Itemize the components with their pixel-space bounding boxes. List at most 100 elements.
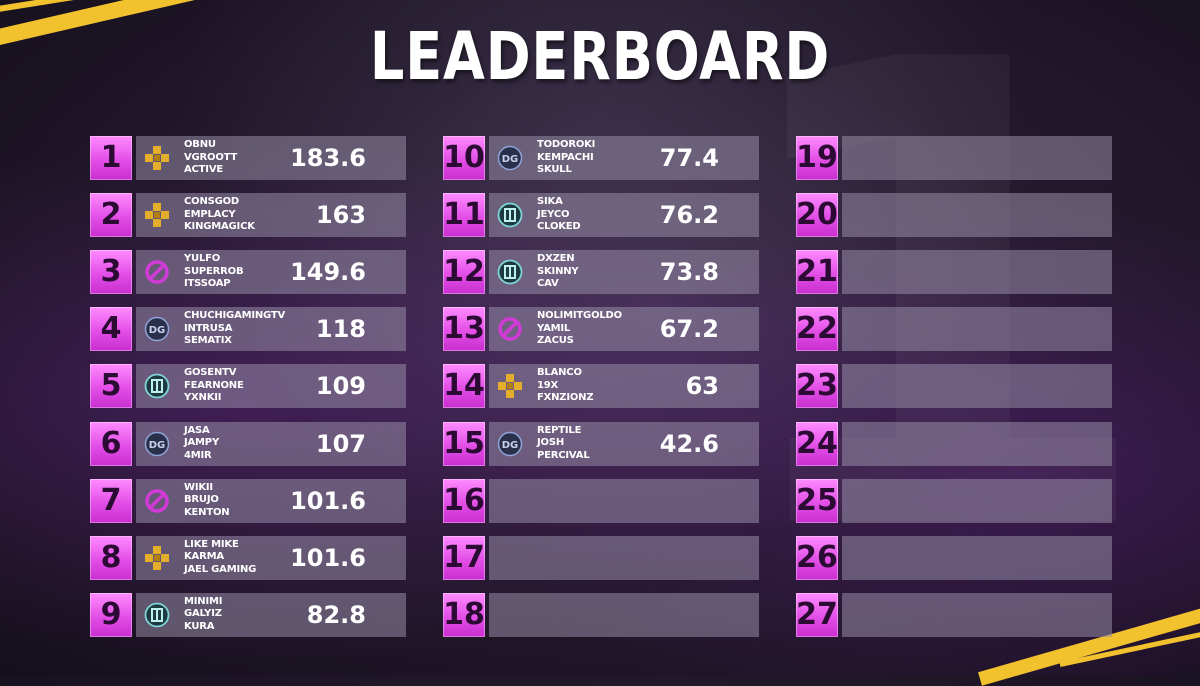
rank-number: 18 <box>443 592 485 637</box>
purple-ring-logo-icon <box>497 316 523 342</box>
team-bar <box>842 307 1112 352</box>
leaderboard-row: 8 LIKE MIKE KARMA JAEL GAMING 101.6 <box>90 535 406 580</box>
team-score: 101.6 <box>290 486 366 515</box>
team-bar <box>842 136 1112 180</box>
player-name: NOLIMITGOLDO <box>537 310 622 322</box>
leaderboard-row: 18 <box>443 592 759 637</box>
player-name: EMPLACY <box>184 208 236 220</box>
purple-ring-logo-icon <box>144 488 170 514</box>
team-bar <box>842 193 1112 238</box>
player-name: MINIMI <box>184 595 223 607</box>
team-score: 73.8 <box>659 258 719 287</box>
player-name: GALYIZ <box>184 608 222 620</box>
team-score: 107 <box>315 429 366 458</box>
player-name: TODOROKI <box>537 139 596 150</box>
player-name: JAMPY <box>184 437 219 448</box>
team-score: 76.2 <box>659 201 719 230</box>
rank-number: 2 <box>90 193 132 238</box>
team-bar: SIKA JEYCO CLOKED 76.2 <box>489 193 759 238</box>
rank-number: 3 <box>90 250 132 295</box>
team-players: BLANCO 19X FXNZIONZ <box>537 367 594 405</box>
teal-emblem-logo-icon <box>144 373 170 399</box>
team-bar: MINIMI GALYIZ KURA 82.8 <box>136 592 406 637</box>
team-score: 149.6 <box>290 258 366 287</box>
player-name: KENTON <box>184 506 230 518</box>
leaderboard-row: 24 <box>796 421 1112 466</box>
leaderboard-row: 12 DXZEN SKINNY CAV 73.8 <box>443 250 759 295</box>
player-name: ITSSOAP <box>184 278 231 290</box>
team-players: GOSENTV FEARNONE YXNKII <box>184 367 244 405</box>
player-name: CONSGOD <box>184 196 240 208</box>
rank-number: 1 <box>90 136 132 180</box>
team-players: CONSGOD EMPLACY KINGMAGICK <box>184 196 255 234</box>
rank-number: 20 <box>796 193 838 238</box>
svg-text:DG: DG <box>149 440 166 451</box>
team-bar: DG CHUCHIGAMINGTV INTRUSA SEMATIX 118 <box>136 307 406 352</box>
rank-number: 8 <box>90 535 132 580</box>
team-bar <box>842 250 1112 295</box>
gold-cross-logo-icon <box>144 202 170 228</box>
team-players: DXZEN SKINNY CAV <box>537 253 579 291</box>
leaderboard-row: 17 <box>443 535 759 580</box>
player-name: PERCIVAL <box>537 449 590 461</box>
gold-cross-logo-icon <box>144 545 170 571</box>
team-score: 118 <box>315 315 366 344</box>
team-players: OBNU VGROOTT ACTIVE <box>184 139 237 177</box>
teal-emblem-logo-icon <box>144 602 170 628</box>
rank-number: 11 <box>443 193 485 238</box>
player-name: KINGMAGICK <box>184 221 255 233</box>
team-bar: DG REPTILE JOSH PERCIVAL 42.6 <box>489 421 759 466</box>
team-players: TODOROKI KEMPACHI SKULL <box>537 139 595 177</box>
rank-number: 16 <box>443 478 485 523</box>
rank-number: 12 <box>443 250 485 295</box>
team-bar: BLANCO 19X FXNZIONZ 63 <box>489 364 759 409</box>
leaderboard-row: 22 <box>796 307 1112 352</box>
leaderboard-row: 23 <box>796 364 1112 409</box>
player-name: ACTIVE <box>184 164 223 175</box>
player-name: CLOKED <box>537 221 581 233</box>
team-bar <box>489 478 759 523</box>
team-players: CHUCHIGAMINGTV INTRUSA SEMATIX <box>184 310 285 348</box>
rank-number: 13 <box>443 307 485 352</box>
team-bar: YULFO SUPERROB ITSSOAP 149.6 <box>136 250 406 295</box>
gold-cross-logo-icon <box>144 145 170 171</box>
rank-number: 7 <box>90 478 132 523</box>
team-bar <box>842 592 1112 637</box>
team-bar: OBNU VGROOTT ACTIVE 183.6 <box>136 136 406 180</box>
player-name: SKINNY <box>537 265 579 277</box>
player-name: SIKA <box>537 196 563 208</box>
rank-number: 27 <box>796 592 838 637</box>
rank-number: 26 <box>796 535 838 580</box>
player-name: 4MIR <box>184 449 212 461</box>
teal-emblem-logo-icon <box>497 259 523 285</box>
team-bar: DG TODOROKI KEMPACHI SKULL 77.4 <box>489 136 759 180</box>
leaderboard-row: 4 DG CHUCHIGAMINGTV INTRUSA SEMATIX 118 <box>90 307 406 352</box>
team-score: 109 <box>315 372 366 401</box>
rank-number: 9 <box>90 592 132 637</box>
leaderboard-row: 14 BLANCO 19X FXNZIONZ 63 <box>443 364 759 409</box>
rank-number: 21 <box>796 250 838 295</box>
teal-emblem-logo-icon <box>497 202 523 228</box>
player-name: JAEL GAMING <box>184 563 257 575</box>
player-name: KEMPACHI <box>537 151 594 163</box>
player-name: VGROOTT <box>184 151 238 163</box>
rank-number: 15 <box>443 421 485 466</box>
player-name: YAMIL <box>537 322 571 334</box>
player-name: KURA <box>184 620 215 632</box>
team-bar: WIKII BRUJO KENTON 101.6 <box>136 478 406 523</box>
leaderboard-row: 27 <box>796 592 1112 637</box>
player-name: FEARNONE <box>184 379 244 391</box>
gold-cross-logo-icon <box>497 373 523 399</box>
leaderboard-row: 6 DG JASA JAMPY 4MIR 107 <box>90 421 406 466</box>
team-players: YULFO SUPERROB ITSSOAP <box>184 253 244 291</box>
leaderboard-row: 19 <box>796 136 1112 180</box>
player-name: BLANCO <box>537 367 582 379</box>
player-name: KARMA <box>184 551 224 563</box>
team-score: 82.8 <box>306 600 366 629</box>
rank-number: 24 <box>796 421 838 466</box>
leaderboard-row: 7 WIKII BRUJO KENTON 101.6 <box>90 478 406 523</box>
player-name: YULFO <box>184 253 221 265</box>
team-bar <box>489 592 759 637</box>
player-name: BRUJO <box>184 494 219 506</box>
team-bar: GOSENTV FEARNONE YXNKII 109 <box>136 364 406 409</box>
